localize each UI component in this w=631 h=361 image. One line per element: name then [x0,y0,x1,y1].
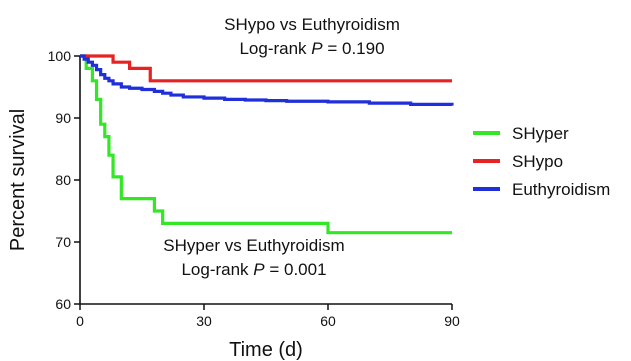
series-line-shypo [80,54,452,83]
y-tick-label: 90 [55,110,71,126]
legend-label-euthyroidism: Euthyroidism [512,180,610,199]
legend: SHyper SHypo Euthyroidism [473,124,610,199]
annotation-top-line1: SHypo vs Euthyroidism [224,15,400,34]
annotation-top-suffix: = 0.190 [323,39,385,58]
x-tick-label: 30 [196,313,212,329]
annotation-bottom-prefix: Log-rank [181,260,253,279]
annotation-bottom-p: P [253,260,265,279]
annotation-bottom-suffix: = 0.001 [265,260,327,279]
legend-label-shyper: SHyper [512,124,569,143]
x-axis-label: Time (d) [229,339,303,361]
legend-label-shypo: SHypo [512,152,563,171]
y-tick-label: 60 [55,296,71,312]
series-line-shyper [80,54,452,235]
x-tick-label: 0 [76,313,84,329]
series-line-euthyroidism [80,54,454,106]
annotation-top-prefix: Log-rank [239,39,311,58]
annotation-bottom-line2: Log-rank P = 0.001 [181,260,326,279]
y-tick-label: 70 [55,234,71,250]
series-lines [80,54,454,235]
y-axis-label: Percent survival [7,109,29,251]
annotation-top-line2: Log-rank P = 0.190 [239,39,384,58]
y-tick-label: 100 [48,48,72,64]
ticks: 0 30 60 90 60 70 80 90 100 [48,48,460,329]
annotation-bottom-line1: SHyper vs Euthyroidism [163,236,344,255]
x-tick-label: 90 [444,313,460,329]
x-tick-label: 60 [320,313,336,329]
y-tick-label: 80 [55,172,71,188]
annotation-top-p: P [311,39,323,58]
